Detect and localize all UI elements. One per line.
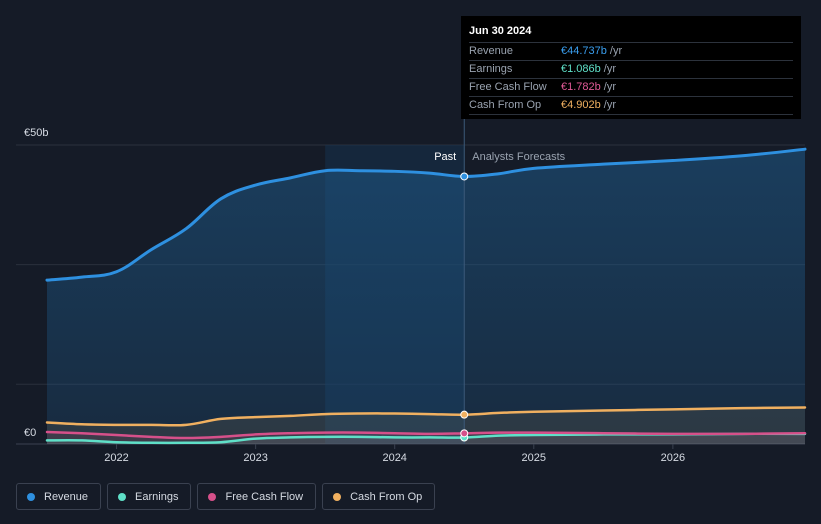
tooltip-row-free-cash-flow: Free Cash Flow €1.782b /yr	[469, 79, 793, 97]
free-cash-flow-point	[460, 429, 469, 438]
x-axis-ticks: 2022 2023 2024 2025 2026	[104, 444, 685, 464]
tooltip-value: €44.737b	[561, 45, 607, 57]
legend-dot-icon	[208, 492, 217, 501]
y-tick-bottom: €0	[24, 427, 36, 439]
x-tick-label: 2026	[661, 452, 685, 464]
y-tick-top: €50b	[24, 127, 48, 139]
tooltip-value: €1.086b	[561, 63, 601, 75]
legend-item-free-cash-flow[interactable]: Free Cash Flow	[197, 483, 317, 510]
tooltip-value: €1.782b	[561, 81, 601, 93]
legend-dot-icon	[333, 492, 342, 501]
tooltip-date: Jun 30 2024	[469, 24, 793, 43]
tooltip-label: Free Cash Flow	[469, 81, 547, 93]
x-tick-label: 2023	[243, 452, 267, 464]
legend-label: Cash From Op	[350, 490, 423, 503]
tooltip-row-cash-from-op: Cash From Op €4.902b /yr	[469, 97, 793, 115]
x-tick-label: 2025	[522, 452, 546, 464]
legend-item-earnings[interactable]: Earnings	[107, 483, 192, 510]
series-areas	[47, 149, 805, 444]
x-tick-label: 2022	[104, 452, 128, 464]
divider-points	[460, 172, 469, 442]
revenue-area	[47, 149, 805, 444]
tooltip-label: Revenue	[469, 45, 514, 57]
free-cash-flow-line	[45, 430, 807, 440]
legend-label: Earnings	[135, 490, 179, 503]
legend-label: Free Cash Flow	[225, 490, 304, 503]
legend-item-cash-from-op[interactable]: Cash From Op	[322, 483, 436, 510]
legend-item-revenue[interactable]: Revenue	[16, 483, 102, 510]
legend-dot-icon	[118, 492, 127, 501]
chart-canvas: €50b €0 Past Analysts Forecasts 2022 2023…	[16, 16, 807, 464]
cash-from-op-point	[460, 410, 469, 419]
past-label: Past	[434, 151, 456, 163]
tooltip-unit: /yr	[609, 45, 623, 57]
legend-label: Revenue	[44, 490, 89, 503]
tooltip: Jun 30 2024 Revenue €44.737b /yr Earning…	[461, 16, 801, 119]
tooltip-label: Cash From Op	[469, 99, 542, 111]
tooltip-unit: /yr	[603, 81, 616, 93]
forecast-label: Analysts Forecasts	[472, 151, 565, 163]
tooltip-label: Earnings	[469, 63, 513, 75]
cash-from-op-line	[45, 406, 807, 427]
legend: Revenue Earnings Free Cash Flow Cash Fro…	[16, 483, 436, 510]
revenue-point	[460, 172, 469, 181]
tooltip-value: €4.902b	[561, 99, 601, 111]
series-lines	[45, 147, 807, 445]
revenue-line	[45, 147, 807, 282]
tooltip-unit: /yr	[603, 99, 616, 111]
legend-dot-icon	[27, 492, 35, 501]
tooltip-row-earnings: Earnings €1.086b /yr	[469, 61, 793, 79]
tooltip-row-revenue: Revenue €44.737b /yr	[469, 43, 793, 61]
x-tick-label: 2024	[382, 452, 406, 464]
tooltip-unit: /yr	[603, 63, 616, 75]
